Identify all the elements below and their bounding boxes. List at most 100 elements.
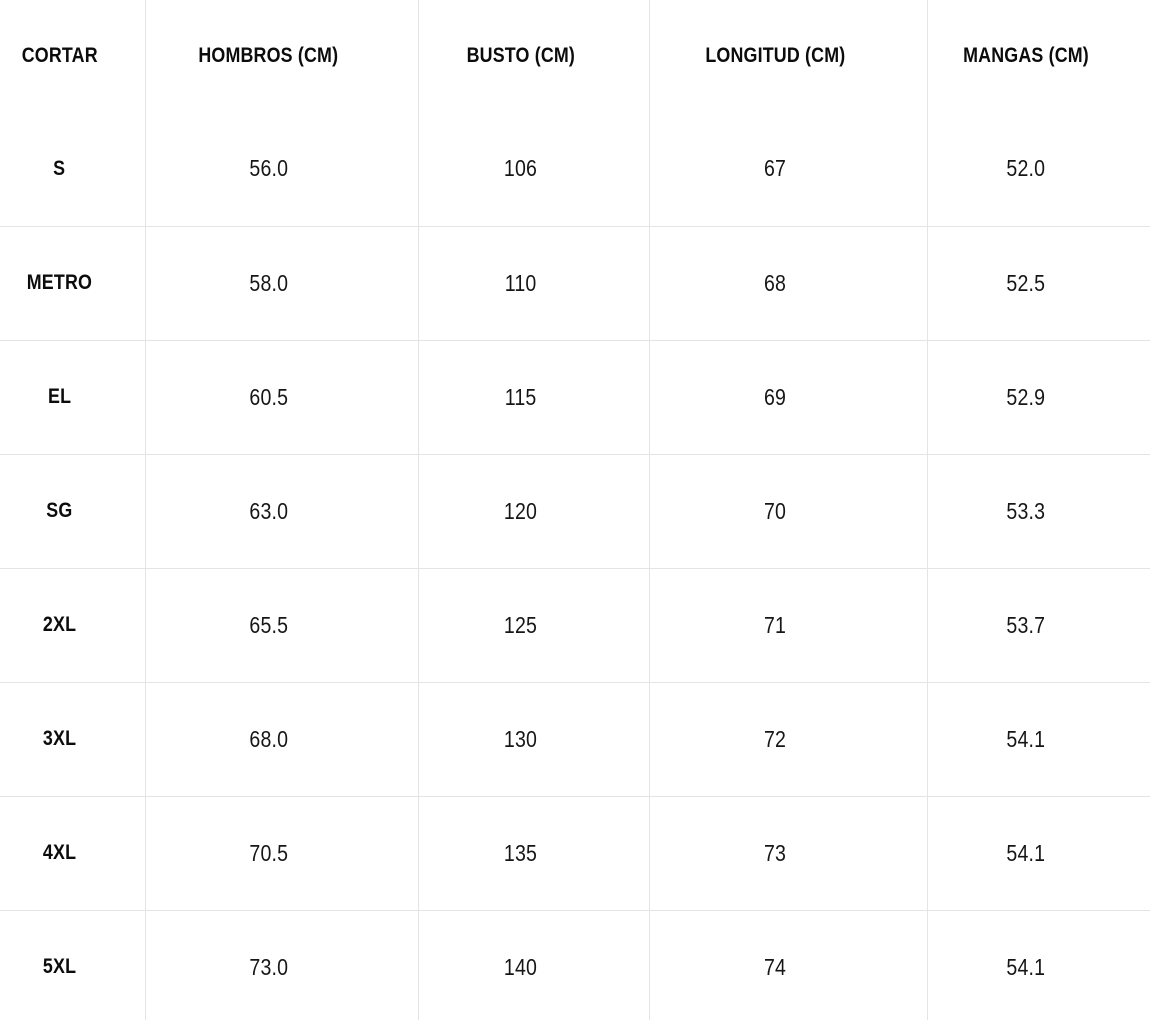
value-label: 53.3 bbox=[1006, 497, 1046, 524]
value-cell-mangas: 54.1 bbox=[927, 910, 1150, 1020]
column-header-label: HOMBROS (CM) bbox=[198, 44, 339, 67]
size-label: METRO bbox=[26, 271, 92, 294]
value-cell-mangas: 52.0 bbox=[927, 112, 1150, 226]
value-label: 63.0 bbox=[249, 497, 288, 524]
size-label: 4XL bbox=[42, 841, 76, 864]
value-cell-longitud: 71 bbox=[649, 568, 928, 682]
value-cell-longitud: 68 bbox=[649, 226, 928, 340]
table-row-metro: METRO 58.0 110 68 52.5 bbox=[0, 226, 1150, 340]
value-label: 58.0 bbox=[249, 269, 288, 296]
value-cell-longitud: 72 bbox=[649, 682, 928, 796]
value-label: 52.0 bbox=[1006, 155, 1046, 182]
size-label: SG bbox=[46, 499, 73, 522]
table-row-3xl: 3XL 68.0 130 72 54.1 bbox=[0, 682, 1150, 796]
table-row-2xl: 2XL 65.5 125 71 53.7 bbox=[0, 568, 1150, 682]
value-cell-hombros: 73.0 bbox=[145, 910, 419, 1020]
size-cell: 2XL bbox=[0, 568, 146, 682]
size-label: 2XL bbox=[42, 613, 76, 636]
value-cell-hombros: 56.0 bbox=[145, 112, 419, 226]
size-cell: METRO bbox=[0, 226, 146, 340]
table-row-el: EL 60.5 115 69 52.9 bbox=[0, 340, 1150, 454]
value-cell-longitud: 74 bbox=[649, 910, 928, 1020]
value-cell-mangas: 53.7 bbox=[927, 568, 1150, 682]
value-cell-busto: 130 bbox=[418, 682, 650, 796]
value-label: 68 bbox=[763, 269, 787, 296]
value-label: 56.0 bbox=[249, 155, 288, 182]
value-cell-mangas: 52.5 bbox=[927, 226, 1150, 340]
value-label: 140 bbox=[503, 953, 538, 980]
value-cell-mangas: 52.9 bbox=[927, 340, 1150, 454]
value-label: 69 bbox=[763, 383, 787, 410]
value-label: 54.1 bbox=[1006, 953, 1046, 980]
column-header-label: MANGAS (CM) bbox=[962, 44, 1089, 67]
value-cell-hombros: 63.0 bbox=[145, 454, 419, 568]
column-header-mangas: MANGAS (CM) bbox=[927, 0, 1150, 112]
table-row-4xl: 4XL 70.5 135 73 54.1 bbox=[0, 796, 1150, 910]
value-cell-longitud: 73 bbox=[649, 796, 928, 910]
value-cell-busto: 120 bbox=[418, 454, 650, 568]
column-header-hombros: HOMBROS (CM) bbox=[145, 0, 419, 112]
value-cell-busto: 110 bbox=[418, 226, 650, 340]
value-label: 72 bbox=[763, 725, 787, 752]
value-cell-mangas: 54.1 bbox=[927, 796, 1150, 910]
value-label: 52.5 bbox=[1006, 269, 1046, 296]
value-cell-hombros: 68.0 bbox=[145, 682, 419, 796]
value-label: 110 bbox=[504, 269, 537, 296]
value-cell-busto: 106 bbox=[418, 112, 650, 226]
value-label: 53.7 bbox=[1006, 611, 1046, 638]
value-cell-longitud: 67 bbox=[649, 112, 928, 226]
size-cell: 3XL bbox=[0, 682, 146, 796]
value-cell-busto: 140 bbox=[418, 910, 650, 1020]
value-label: 125 bbox=[503, 611, 538, 638]
value-label: 73.0 bbox=[249, 953, 288, 980]
size-label: S bbox=[53, 156, 66, 180]
value-label: 54.1 bbox=[1006, 725, 1046, 752]
value-cell-mangas: 53.3 bbox=[927, 454, 1150, 568]
table-row-sg: SG 63.0 120 70 53.3 bbox=[0, 454, 1150, 568]
value-label: 115 bbox=[504, 383, 537, 410]
value-cell-busto: 125 bbox=[418, 568, 650, 682]
size-cell: 5XL bbox=[0, 910, 146, 1020]
value-label: 67 bbox=[763, 155, 787, 182]
value-cell-busto: 135 bbox=[418, 796, 650, 910]
value-label: 120 bbox=[503, 497, 538, 524]
size-cell: SG bbox=[0, 454, 146, 568]
table-row-5xl: 5XL 73.0 140 74 54.1 bbox=[0, 910, 1150, 1020]
column-header-cortar: CORTAR bbox=[0, 0, 146, 112]
column-header-longitud: LONGITUD (CM) bbox=[649, 0, 928, 112]
value-label: 74 bbox=[763, 953, 787, 980]
size-label: 3XL bbox=[42, 727, 76, 750]
column-header-label: LONGITUD (CM) bbox=[704, 44, 846, 67]
value-label: 135 bbox=[503, 839, 538, 866]
value-label: 52.9 bbox=[1006, 383, 1046, 410]
header-row: CORTAR HOMBROS (CM) BUSTO (CM) LONGITUD … bbox=[0, 0, 1150, 112]
column-header-label: BUSTO (CM) bbox=[466, 44, 575, 67]
value-label: 70 bbox=[763, 497, 787, 524]
value-cell-mangas: 54.1 bbox=[927, 682, 1150, 796]
size-label: EL bbox=[47, 385, 71, 408]
size-cell: S bbox=[0, 112, 146, 226]
value-label: 130 bbox=[503, 725, 538, 752]
value-label: 73 bbox=[763, 839, 787, 866]
size-label: 5XL bbox=[42, 955, 76, 979]
table-row-s: S 56.0 106 67 52.0 bbox=[0, 112, 1150, 226]
value-cell-hombros: 65.5 bbox=[145, 568, 419, 682]
column-header-label: CORTAR bbox=[21, 44, 98, 67]
value-cell-hombros: 60.5 bbox=[145, 340, 419, 454]
value-label: 106 bbox=[503, 155, 538, 182]
size-cell: 4XL bbox=[0, 796, 146, 910]
value-label: 70.5 bbox=[249, 839, 288, 866]
value-label: 60.5 bbox=[249, 383, 288, 410]
value-cell-hombros: 70.5 bbox=[145, 796, 419, 910]
value-label: 65.5 bbox=[249, 611, 288, 638]
value-cell-hombros: 58.0 bbox=[145, 226, 419, 340]
value-cell-busto: 115 bbox=[418, 340, 650, 454]
value-label: 71 bbox=[763, 611, 787, 638]
value-cell-longitud: 70 bbox=[649, 454, 928, 568]
value-label: 68.0 bbox=[249, 725, 288, 752]
column-header-busto: BUSTO (CM) bbox=[418, 0, 650, 112]
value-cell-longitud: 69 bbox=[649, 340, 928, 454]
size-cell: EL bbox=[0, 340, 146, 454]
value-label: 54.1 bbox=[1006, 839, 1046, 866]
